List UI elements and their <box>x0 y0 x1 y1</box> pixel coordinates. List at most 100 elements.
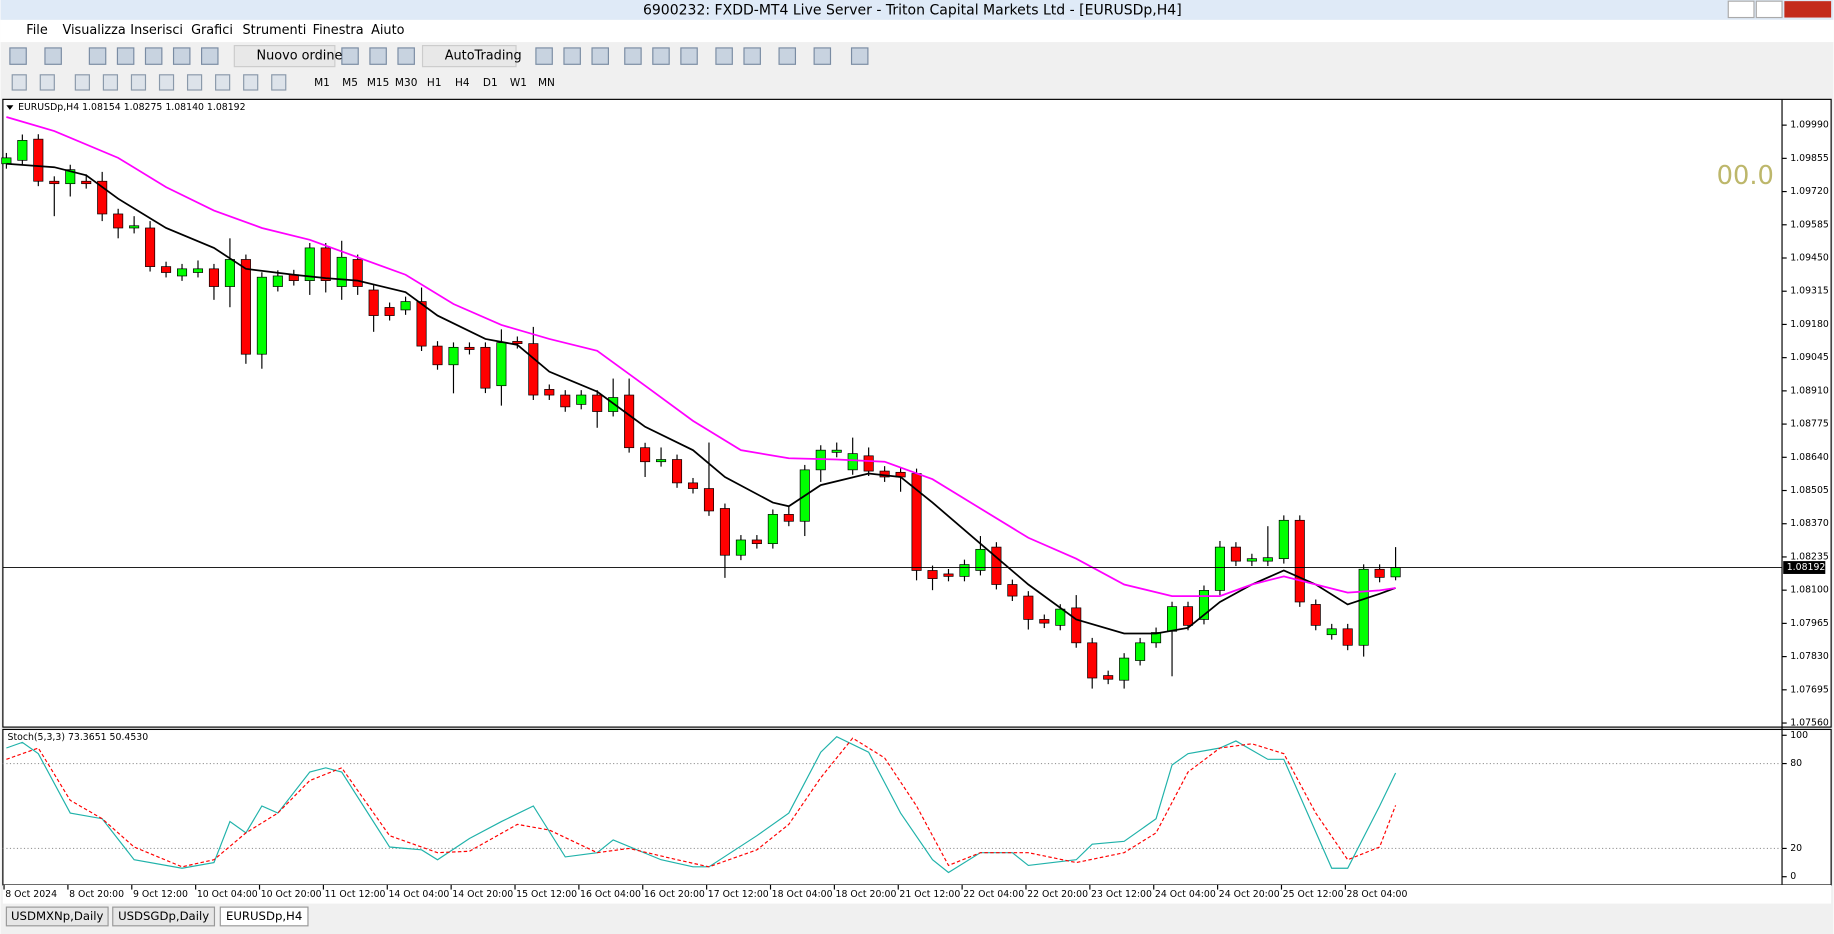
timeframe-button[interactable]: W1 <box>510 77 527 89</box>
candle-body <box>1182 606 1194 626</box>
menu-bar <box>0 19 1834 43</box>
timeframe-button[interactable]: D1 <box>483 77 498 89</box>
toolbar-icon[interactable] <box>74 74 90 91</box>
tab-label: USDSGDp,Daily <box>118 909 209 923</box>
toolbar-icon[interactable] <box>850 47 869 65</box>
candle-body <box>1071 607 1082 644</box>
indicator-label: Stoch(5,3,3) 73.3651 50.4530 <box>8 732 149 743</box>
candle-body <box>975 548 986 571</box>
candle-body <box>1358 568 1369 646</box>
toolbar-icon[interactable] <box>130 74 147 91</box>
timeframe-button[interactable]: M15 <box>367 77 389 89</box>
toolbar-icon[interactable] <box>369 47 387 65</box>
menu-item[interactable]: File <box>26 23 48 38</box>
candle-body <box>1039 619 1050 624</box>
toolbar-icon[interactable] <box>341 47 359 65</box>
toolbar-icon[interactable] <box>813 47 832 65</box>
bid-label-bg <box>1783 561 1826 574</box>
toolbar-icon[interactable] <box>563 47 581 65</box>
candle-body <box>368 289 379 316</box>
candle-body <box>145 227 156 267</box>
toolbar-icon[interactable] <box>172 47 191 65</box>
new-order-button[interactable] <box>233 45 336 68</box>
tab[interactable] <box>219 906 309 927</box>
candle-body <box>1230 546 1241 562</box>
autotrading-button[interactable] <box>421 45 517 68</box>
y-tick-label: 1.07695 <box>1790 684 1829 695</box>
menu-item[interactable]: Aiuto <box>371 23 405 38</box>
candle-body <box>1294 519 1305 603</box>
x-tick-label: 9 Oct 12:00 <box>133 889 188 900</box>
toolbar-icon[interactable] <box>201 47 219 65</box>
toolbar-icon[interactable] <box>715 47 733 65</box>
toolbar-icon[interactable] <box>624 47 642 65</box>
candle-body <box>767 514 778 545</box>
toolbar-icon[interactable] <box>215 74 231 91</box>
candle-body <box>576 394 587 405</box>
y-tick-label: 1.08640 <box>1790 452 1829 463</box>
menu-item[interactable]: Inserisci <box>130 23 183 38</box>
menu-item[interactable]: Finestra <box>313 23 364 38</box>
menu-item[interactable]: Strumenti <box>243 23 307 38</box>
tab[interactable] <box>112 906 216 927</box>
autotrading-label: AutoTrading <box>445 49 522 64</box>
toolbar-icon[interactable] <box>158 74 175 91</box>
toolbar-icon[interactable] <box>397 47 415 65</box>
toolbar-icon[interactable] <box>271 74 287 91</box>
toolbar-icon[interactable] <box>778 47 797 65</box>
candle-body <box>432 345 443 366</box>
x-tick-label: 10 Oct 04:00 <box>197 889 258 900</box>
candle-body <box>1374 568 1385 578</box>
candle-body <box>719 508 730 556</box>
toolbar-icon[interactable] <box>680 47 698 65</box>
toolbar-icon[interactable] <box>39 74 55 91</box>
candle-body <box>384 307 395 316</box>
toolbar-icon[interactable] <box>652 47 670 65</box>
candle-body <box>656 459 667 463</box>
candle-body <box>1087 642 1098 679</box>
timeframe-button[interactable]: H1 <box>427 77 442 89</box>
candle-body <box>1055 608 1066 626</box>
x-tick-label: 18 Oct 20:00 <box>836 889 897 900</box>
minimize-button[interactable] <box>1727 0 1755 19</box>
toolbar-icon[interactable] <box>11 74 27 91</box>
stochastic-line <box>6 735 1397 874</box>
chart-frame <box>2 98 1832 728</box>
toolbar-icon[interactable] <box>743 47 761 65</box>
toolbar-icon[interactable] <box>144 47 163 65</box>
menu-item[interactable]: Grafici <box>191 23 233 38</box>
chart-header: EURUSDp,H4 1.08154 1.08275 1.08140 1.081… <box>18 102 246 113</box>
candle-body <box>113 213 124 229</box>
toolbar-icon[interactable] <box>535 47 553 65</box>
y-tick-label: 1.07830 <box>1790 651 1829 662</box>
x-tick-label: 22 Oct 20:00 <box>1027 889 1088 900</box>
toolbar-icon[interactable] <box>102 74 119 91</box>
menu-item[interactable]: Visualizza <box>62 23 125 38</box>
candle-body <box>416 301 427 347</box>
close-button[interactable] <box>1784 1 1832 18</box>
y-tick-label: 1.09045 <box>1790 352 1829 363</box>
candle-body <box>1167 606 1178 632</box>
timeframe-button[interactable]: MN <box>538 77 555 89</box>
candle-body <box>33 138 44 182</box>
toolbar-icon[interactable] <box>116 47 135 65</box>
moving-average <box>6 162 1396 635</box>
toolbar-icon[interactable] <box>9 47 27 65</box>
timeframe-button[interactable]: H4 <box>455 77 470 89</box>
toolbar-icon[interactable] <box>88 47 107 65</box>
timeframe-button[interactable]: M30 <box>395 77 417 89</box>
candle-body <box>991 546 1002 585</box>
toolbar-icon[interactable] <box>243 74 259 91</box>
toolbar-icon[interactable] <box>44 47 62 65</box>
candle-body <box>1135 642 1146 661</box>
maximize-button[interactable] <box>1755 0 1783 19</box>
toolbar-icon[interactable] <box>591 47 609 65</box>
candle-body <box>608 397 619 412</box>
timeframe-button[interactable]: M1 <box>314 77 330 89</box>
y-tick-label: 1.08370 <box>1790 518 1829 529</box>
candle-body <box>400 301 411 311</box>
tab[interactable] <box>5 906 109 927</box>
toolbar-icon[interactable] <box>186 74 203 91</box>
timeframe-button[interactable]: M5 <box>342 77 358 89</box>
y-tick-label: 1.09720 <box>1790 186 1829 197</box>
